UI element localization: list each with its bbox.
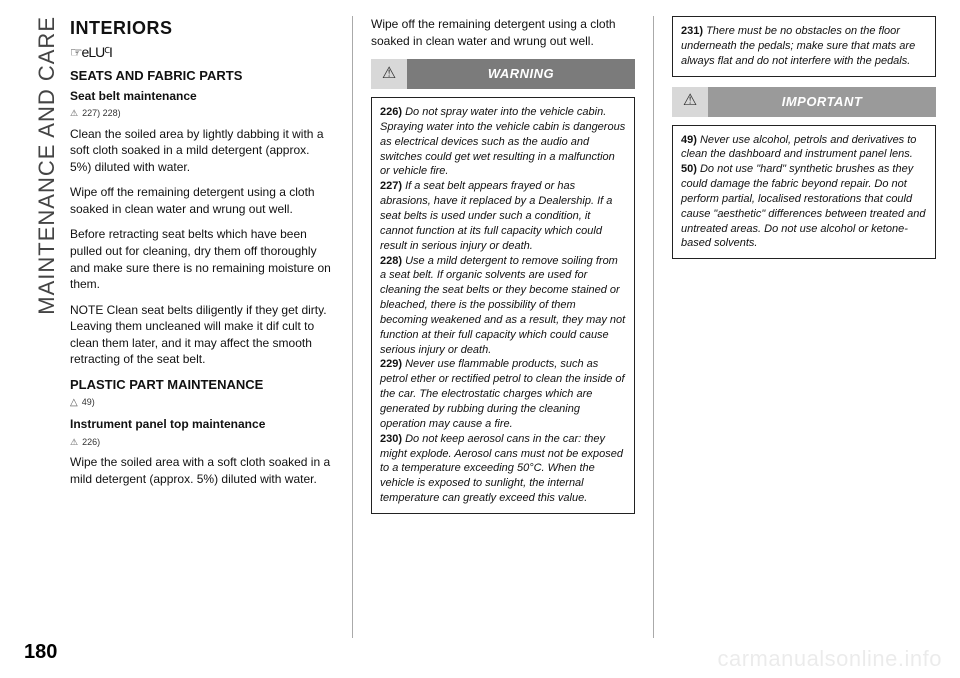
ref-227-228: 227) 228) — [70, 107, 334, 119]
warn-num-228: 228) — [380, 255, 402, 267]
column-2: Wipe off the remaining detergent using a… — [371, 16, 635, 638]
hand-icon: ☞eLUꟲI — [70, 43, 334, 62]
content-columns: INTERIORS ☞eLUꟲI SEATS AND FABRIC PARTS … — [70, 16, 936, 638]
warn-text-228: Use a mild detergent to remove soiling f… — [380, 255, 625, 356]
warning-label: WARNING — [407, 65, 635, 83]
heading-interiors: INTERIORS — [70, 16, 334, 41]
para: Wipe the soiled area with a soft cloth s… — [70, 454, 334, 487]
watermark: carmanualsonline.info — [717, 646, 942, 672]
imp-num-50: 50) — [681, 163, 697, 175]
ref-226: 226) — [70, 436, 334, 448]
imp-num-49: 49) — [681, 134, 697, 146]
warn-num-226: 226) — [380, 106, 402, 118]
important-triangle-icon: ⚠ — [672, 87, 708, 117]
important-box: 49) Never use alcohol, petrols and deriv… — [672, 125, 936, 260]
heading-seats-fabric: SEATS AND FABRIC PARTS — [70, 68, 334, 84]
column-divider — [352, 16, 353, 638]
imp-text-50: Do not use "hard" synthetic brushes as t… — [681, 163, 925, 249]
warn-text-230: Do not keep aerosol cans in the car: the… — [380, 433, 623, 504]
ref-49: 49) — [70, 396, 334, 410]
warn-num-229: 229) — [380, 358, 402, 370]
heading-plastic-part: PLASTIC PART MAINTENANCE — [70, 377, 334, 393]
para: Before retracting seat belts which have … — [70, 226, 334, 292]
column-3: 231) There must be no obstacles on the f… — [672, 16, 936, 638]
section-tab: MAINTENANCE AND CARE — [34, 16, 60, 315]
important-label: IMPORTANT — [708, 93, 936, 111]
warn-text-231: There must be no obstacles on the floor … — [681, 25, 915, 67]
manual-page: MAINTENANCE AND CARE INTERIORS ☞eLUꟲI SE… — [0, 0, 960, 678]
warning-header: ⚠ WARNING — [371, 59, 635, 89]
imp-text-49: Never use alcohol, petrols and derivativ… — [681, 134, 916, 161]
warn-num-227: 227) — [380, 180, 402, 192]
subhead-seatbelt-maint: Seat belt maintenance — [70, 88, 334, 105]
warning-box-cont: 231) There must be no obstacles on the f… — [672, 16, 936, 77]
page-number: 180 — [24, 641, 57, 664]
warn-text-229: Never use flammable products, such as pe… — [380, 358, 625, 429]
column-divider — [653, 16, 654, 638]
warn-num-230: 230) — [380, 433, 402, 445]
para: Clean the soiled area by lightly dabbing… — [70, 126, 334, 176]
warn-text-226: Do not spray water into the vehicle cabi… — [380, 106, 625, 177]
warn-num-231: 231) — [681, 25, 703, 37]
warning-box: 226) Do not spray water into the vehicle… — [371, 97, 635, 514]
warning-triangle-icon: ⚠ — [371, 59, 407, 89]
para-note: NOTE Clean seat belts diligently if they… — [70, 302, 334, 368]
warn-text-227: If a seat belt appears frayed or has abr… — [380, 180, 612, 251]
para: Wipe off the remaining detergent using a… — [371, 16, 635, 49]
para: Wipe off the remaining detergent using a… — [70, 184, 334, 217]
subhead-instrument-panel: Instrument panel top maintenance — [70, 416, 334, 433]
column-1: INTERIORS ☞eLUꟲI SEATS AND FABRIC PARTS … — [70, 16, 334, 638]
important-header: ⚠ IMPORTANT — [672, 87, 936, 117]
